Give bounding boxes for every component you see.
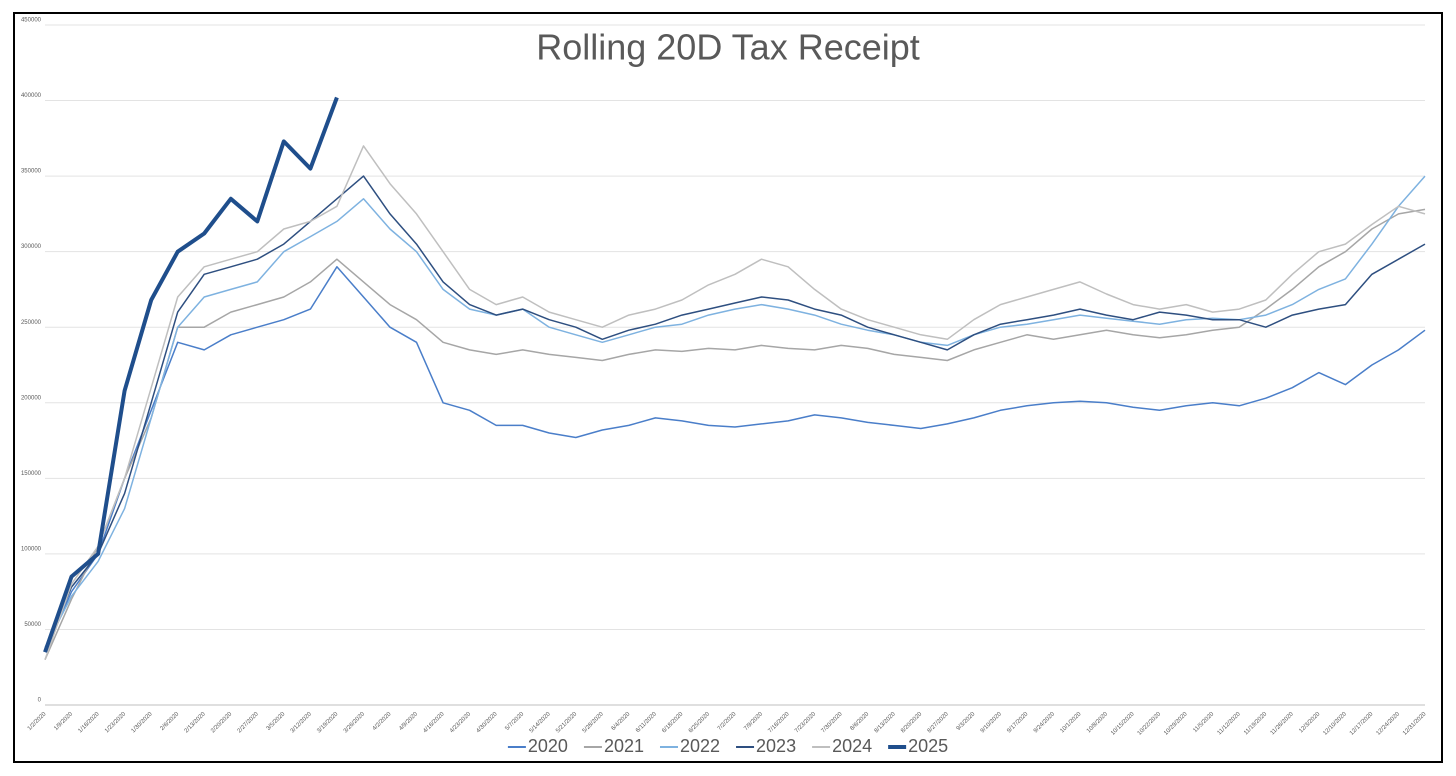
legend-label: 2021 [604, 736, 644, 756]
y-tick-label: 200000 [21, 395, 42, 401]
legend-label: 2025 [908, 736, 948, 756]
legend-label: 2022 [680, 736, 720, 756]
y-tick-label: 100000 [21, 546, 42, 552]
y-tick-label: 300000 [21, 244, 42, 250]
chart-title: Rolling 20D Tax Receipt [536, 27, 920, 68]
legend-label: 2023 [756, 736, 796, 756]
series-line [43, 96, 339, 653]
y-tick-label: 350000 [21, 169, 42, 175]
y-tick-label: 400000 [21, 93, 42, 99]
series-line [44, 145, 1426, 660]
y-tick-label: 150000 [21, 471, 42, 477]
y-tick-label: 450000 [21, 18, 42, 24]
series-line [44, 175, 1426, 648]
legend-label: 2024 [832, 736, 872, 756]
chart-border [13, 12, 1443, 763]
y-tick-label: 50000 [24, 622, 41, 628]
series-line [44, 266, 1426, 653]
legend: 2020 2021 2022 2023 2024 2025 [507, 736, 948, 756]
y-tick-label: 250000 [21, 320, 42, 326]
series-line [44, 208, 1426, 661]
legend-label: 2020 [528, 736, 568, 756]
y-tick-label: 0 [38, 698, 42, 704]
series-line [44, 175, 1426, 651]
